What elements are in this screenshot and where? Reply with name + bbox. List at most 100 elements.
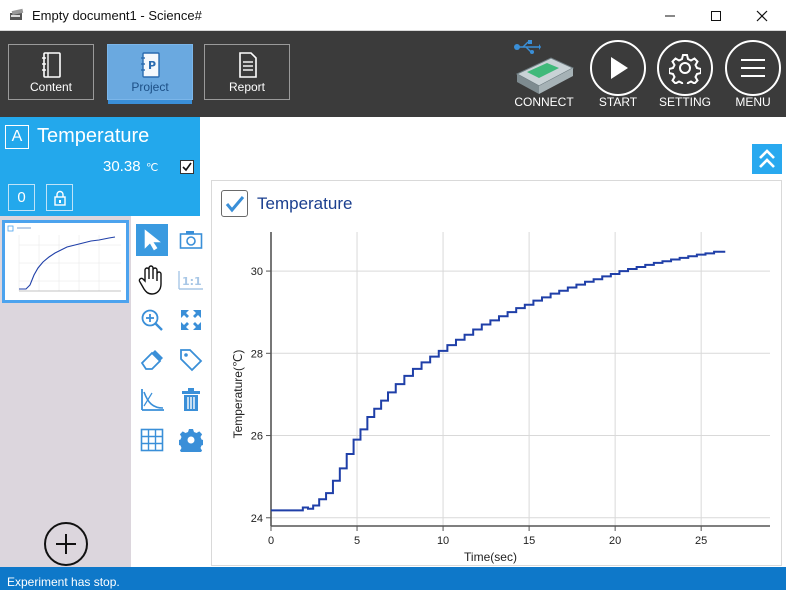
maximize-button[interactable] [693,0,739,31]
eraser-tool-button[interactable] [136,344,168,376]
eraser-icon [140,350,163,370]
x-tick-label: 15 [523,535,535,547]
graph-thumbnail[interactable] [2,220,129,303]
connect-label: CONNECT [514,95,574,109]
svg-text:1:1: 1:1 [182,275,202,288]
sensor-card[interactable]: A Temperature 30.38 ℃ 0 [0,117,200,216]
double-chevron-up-icon [759,149,775,168]
close-icon [756,10,768,21]
title-bar: Empty document1 - Science# [0,0,786,31]
zoom-in-icon [141,309,163,331]
setting-circle [657,40,713,96]
select-tool-button[interactable] [136,224,168,256]
setting-label: SETTING [658,95,711,109]
y-tick-label: 30 [251,266,263,278]
usb-icon [514,40,541,54]
tag-icon [180,349,203,372]
x-tick-label: 5 [354,535,360,547]
fit-view-button[interactable] [175,304,207,336]
one-to-one-icon: 1:1 [178,271,203,290]
label-tool-button[interactable] [175,344,207,376]
zero-label: 0 [17,189,26,206]
plus-icon [56,534,76,554]
gear-small-icon [179,429,203,452]
y-tick-label: 26 [251,431,263,443]
menu-button[interactable]: MENU [725,40,781,109]
zoom-tool-button[interactable] [136,304,168,336]
lock-button[interactable] [46,184,73,211]
collapse-up-button[interactable] [752,144,782,174]
series-line [271,250,726,512]
graph-panel [211,180,782,566]
x-tick-label: 20 [609,535,621,547]
menu-circle [725,40,781,96]
table-grid-icon [140,428,164,452]
checkmark-icon [182,162,192,172]
graph-checkbox[interactable] [221,190,248,217]
sensor-value: 30.38 [103,158,141,175]
graph-settings-button[interactable] [175,424,207,456]
tab-report[interactable]: Report [204,44,290,100]
camera-icon [179,231,203,249]
y-axis-title: Temperature(℃) [231,350,245,439]
tab-content-label: Content [29,80,73,94]
curve-analysis-icon [141,389,164,411]
start-circle [590,40,646,96]
add-graph-button[interactable] [44,522,88,566]
minimize-icon [665,15,675,16]
hand-pan-icon [138,265,162,295]
x-tick-label: 0 [268,535,274,547]
status-text: Experiment has stop. [7,575,120,589]
maximize-icon [711,10,721,21]
y-tick-label: 28 [251,348,263,360]
screenshot-tool-button[interactable] [175,224,207,256]
analysis-tool-button[interactable] [136,384,168,416]
y-tick-label: 24 [251,513,263,525]
project-document-icon: P [141,52,160,78]
cursor-arrow-icon [144,229,161,251]
lock-icon [53,190,66,206]
sensor-badge: A [5,125,29,149]
sensor-unit: ℃ [146,162,159,174]
sensor-name: Temperature [37,125,150,147]
setting-button[interactable]: SETTING [657,40,713,109]
report-document-icon [239,52,257,78]
actual-size-button[interactable]: 1:1 [175,264,207,296]
start-label: START [598,95,638,109]
start-button[interactable]: START [590,40,646,109]
hamburger-menu-icon [741,59,765,77]
graph-title: Temperature [257,194,353,213]
x-axis-title: Time(sec) [464,550,517,564]
play-icon [611,57,628,79]
expand-arrows-icon [181,310,201,330]
graph-tools: 1:1 [131,216,211,567]
content-notebook-icon [42,52,61,78]
table-view-button[interactable] [136,424,168,456]
temperature-chart[interactable]: 0 5 10 15 20 25 24 26 28 30 Time(sec) Temperature(℃… [211,222,782,566]
app-logo-icon [10,8,24,20]
window-title: Empty document1 - Science# [32,8,202,23]
close-button[interactable] [739,0,785,31]
tab-project[interactable]: P Project [107,44,193,104]
tab-report-label: Report [228,80,266,94]
menu-label: MENU [735,95,771,109]
trash-icon [182,388,200,411]
tab-content[interactable]: Content [8,44,94,100]
main-toolbar: Content P Project Report [0,31,786,117]
status-bar: Experiment has stop. [0,567,786,590]
gear-icon [669,54,701,84]
sensor-device-icon [515,57,575,94]
checkmark-icon [225,195,244,212]
delete-button[interactable] [175,384,207,416]
svg-text:P: P [148,59,156,72]
zero-button[interactable]: 0 [8,184,35,211]
x-tick-label: 10 [437,535,449,547]
pan-tool-button[interactable] [134,264,166,296]
graph-thumbnail-preview [7,225,121,292]
tab-project-label: Project [131,80,169,94]
x-tick-label: 25 [695,535,707,547]
connect-button[interactable]: CONNECT [513,40,575,110]
minimize-button[interactable] [647,0,693,31]
sensor-checkbox[interactable] [180,160,194,174]
